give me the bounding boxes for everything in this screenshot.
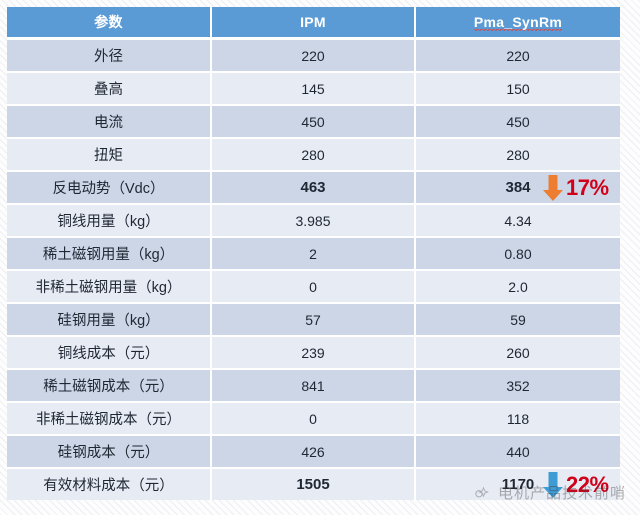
table-row: 扭矩 280 280: [7, 139, 620, 172]
column-header-pma: Pma_SynRm: [416, 7, 620, 40]
delta-percent-label: 17%: [566, 174, 609, 200]
cell-pma-value: 59: [416, 304, 620, 337]
table-row: 稀土磁钢成本（元） 841 352: [7, 370, 620, 403]
table-row: 非稀土磁钢用量（kg） 0 2.0: [7, 271, 620, 304]
header-row: 参数 IPM Pma_SynRm: [7, 7, 620, 40]
cell-pma-text: 0.80: [504, 245, 532, 262]
comparison-table-container: 参数 IPM Pma_SynRm 外径 220 220 叠高 145 150 电流 450 45…: [7, 7, 620, 500]
cell-ipm-value: 280: [212, 139, 416, 172]
cell-pma-text: 450: [506, 113, 530, 130]
column-header-ipm-label: IPM: [300, 14, 326, 30]
cell-pma-value: 352: [416, 370, 620, 403]
cell-parameter: 铜线成本（元）: [7, 337, 212, 370]
column-header-ipm: IPM: [212, 7, 416, 40]
cell-pma-text: 1170: [501, 476, 535, 493]
table-row: 叠高 145 150: [7, 73, 620, 106]
cell-pma-value: 150: [416, 73, 620, 106]
cell-ipm-value: 2: [212, 238, 416, 271]
cell-ipm-value: 57: [212, 304, 416, 337]
column-header-pma-label: Pma_SynRm: [473, 13, 563, 31]
cell-pma-value: 2.0: [416, 271, 620, 304]
cell-ipm-value: 0: [212, 403, 416, 436]
cell-pma-text: 440: [506, 443, 530, 460]
cell-pma-text: 118: [506, 410, 530, 427]
table-row: 外径 220 220: [7, 40, 620, 73]
table-row: 硅钢用量（kg） 57 59: [7, 304, 620, 337]
cell-parameter: 铜线用量（kg）: [7, 205, 212, 238]
cell-parameter: 稀土磁钢用量（kg）: [7, 238, 212, 271]
table-header: 参数 IPM Pma_SynRm: [7, 7, 620, 40]
cell-pma-value: 118: [416, 403, 620, 436]
cell-pma-value: 450: [416, 106, 620, 139]
cell-pma-value: 280: [416, 139, 620, 172]
cell-parameter: 外径: [7, 40, 212, 73]
cell-ipm-value: 426: [212, 436, 416, 469]
cell-parameter: 反电动势（Vdc）: [7, 172, 212, 205]
cell-parameter: 非稀土磁钢成本（元）: [7, 403, 212, 436]
cell-parameter: 扭矩: [7, 139, 212, 172]
column-header-param: 参数: [7, 7, 212, 40]
arrow-down-icon: [542, 471, 564, 499]
cell-pma-text: 59: [510, 311, 526, 328]
cell-ipm-value: 220: [212, 40, 416, 73]
cell-ipm-value: 239: [212, 337, 416, 370]
watermark-text: 电机产品技术前哨: [497, 484, 626, 502]
watermark: 电机产品技术前哨: [473, 482, 626, 503]
cell-pma-text: 2.0: [508, 278, 528, 295]
comparison-table: 参数 IPM Pma_SynRm 外径 220 220 叠高 145 150 电流 450 45…: [7, 7, 620, 500]
table-row: 稀土磁钢用量（kg） 2 0.80: [7, 238, 620, 271]
cell-parameter: 叠高: [7, 73, 212, 106]
arrow-down-icon: [542, 174, 564, 202]
cell-pma-value: 384 17%: [416, 172, 620, 205]
cell-parameter: 稀土磁钢成本（元）: [7, 370, 212, 403]
cell-pma-text: 352: [506, 377, 530, 394]
table-body: 外径 220 220 叠高 145 150 电流 450 450 扭矩 280 280 反电动势（Vdc…: [7, 40, 620, 500]
cell-pma-value: 440: [416, 436, 620, 469]
table-row: 铜线成本（元） 239 260: [7, 337, 620, 370]
cell-parameter: 电流: [7, 106, 212, 139]
table-row: 铜线用量（kg） 3.985 4.34: [7, 205, 620, 238]
cell-pma-text: 260: [506, 344, 530, 361]
cell-pma-text: 280: [506, 146, 530, 163]
delta-percent-label: 22%: [566, 471, 609, 497]
cell-ipm-value: 145: [212, 73, 416, 106]
cell-pma-text: 150: [506, 80, 530, 97]
table-row: 电流 450 450: [7, 106, 620, 139]
cell-pma-text: 4.34: [504, 212, 532, 229]
cell-pma-value: 260: [416, 337, 620, 370]
cell-pma-value: 220: [416, 40, 620, 73]
cell-parameter: 非稀土磁钢用量（kg）: [7, 271, 212, 304]
cell-parameter: 硅钢成本（元）: [7, 436, 212, 469]
cell-ipm-value: 841: [212, 370, 416, 403]
cell-pma-text: 220: [506, 47, 530, 64]
cell-pma-value: 1170 22%: [416, 469, 620, 500]
cell-ipm-value: 1505: [212, 469, 416, 500]
table-row: 非稀土磁钢成本（元） 0 118: [7, 403, 620, 436]
delta-annotation: 17%: [542, 174, 609, 202]
delta-annotation: 22%: [542, 471, 609, 499]
cell-pma-value: 4.34: [416, 205, 620, 238]
table-row: 有效材料成本（元） 1505 1170 22%: [7, 469, 620, 500]
cell-pma-value: 0.80: [416, 238, 620, 271]
cell-parameter: 硅钢用量（kg）: [7, 304, 212, 337]
table-row: 反电动势（Vdc） 463 384 17%: [7, 172, 620, 205]
cell-ipm-value: 450: [212, 106, 416, 139]
cell-ipm-value: 463: [212, 172, 416, 205]
cell-ipm-value: 3.985: [212, 205, 416, 238]
sparkle-logo-icon: [473, 484, 491, 502]
cell-ipm-value: 0: [212, 271, 416, 304]
column-header-param-label: 参数: [94, 14, 123, 30]
cell-pma-text: 384: [505, 179, 531, 196]
cell-parameter: 有效材料成本（元）: [7, 469, 212, 500]
table-row: 硅钢成本（元） 426 440: [7, 436, 620, 469]
